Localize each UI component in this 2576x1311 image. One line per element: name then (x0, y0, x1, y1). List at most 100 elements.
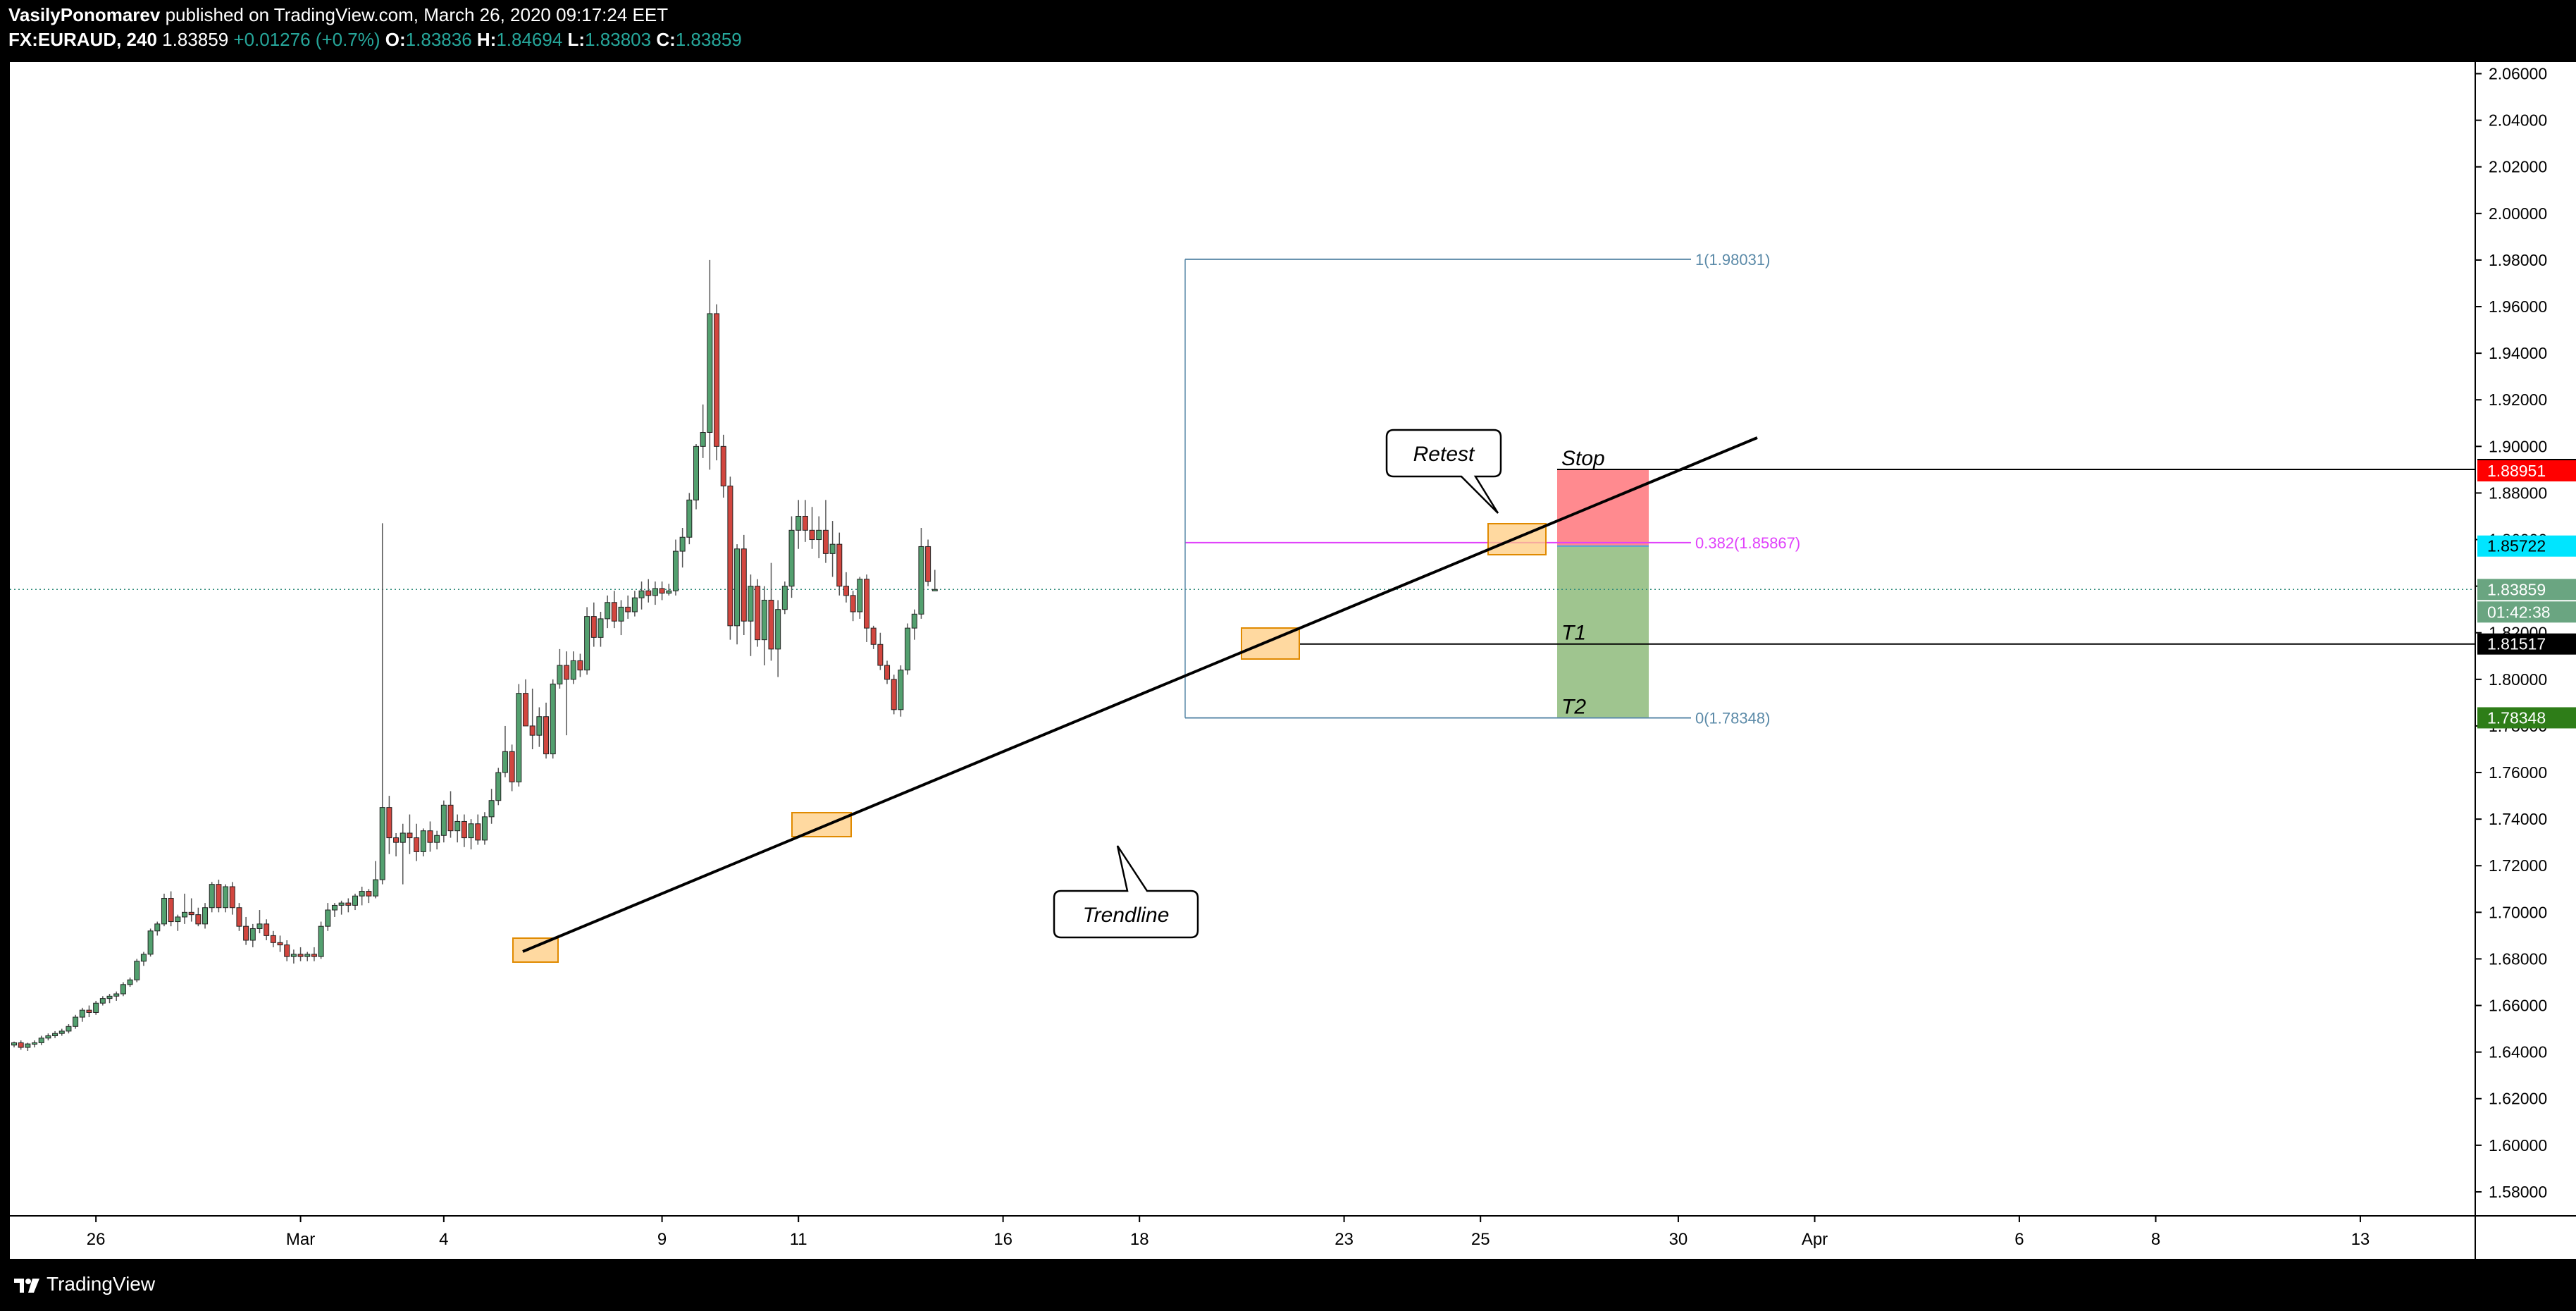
candle[interactable] (523, 679, 528, 727)
candle[interactable] (318, 921, 324, 959)
time-axis-scale[interactable]: 26Mar49111618232530Apr681315 (10, 1217, 2506, 1260)
candle[interactable] (414, 823, 420, 861)
candle[interactable] (229, 882, 235, 915)
candle[interactable] (918, 528, 924, 619)
candle[interactable] (290, 949, 297, 964)
candle[interactable] (127, 977, 133, 987)
price-axis-scale[interactable]: 2.06000 2.04000 2.02000 2.00000 1.98000 1.960… (2476, 62, 2576, 1215)
candle[interactable] (829, 521, 836, 577)
take-profit-zone[interactable] (1557, 546, 1649, 718)
candle[interactable] (182, 893, 187, 924)
candle[interactable] (884, 660, 891, 684)
candle[interactable] (93, 1000, 99, 1015)
candle[interactable] (891, 675, 897, 715)
candle[interactable] (106, 994, 113, 1004)
candle[interactable] (440, 800, 447, 843)
candle[interactable] (495, 768, 502, 806)
candle[interactable] (161, 893, 167, 927)
candle[interactable] (590, 602, 597, 647)
candle[interactable] (481, 812, 488, 845)
candle[interactable] (788, 516, 795, 598)
candle[interactable] (338, 900, 345, 915)
candle[interactable] (216, 880, 222, 913)
candle[interactable] (931, 570, 938, 591)
candle[interactable] (304, 952, 311, 961)
candle[interactable] (99, 996, 106, 1006)
candle[interactable] (809, 507, 815, 549)
candle[interactable] (400, 823, 406, 885)
price-chart[interactable]: 1(1.98031) 0.382(1.85867) 0(1.78348) Stop T… (10, 62, 2475, 1215)
candle[interactable] (420, 828, 426, 857)
candle[interactable] (209, 882, 215, 913)
candle[interactable] (631, 591, 638, 617)
candle[interactable] (836, 532, 843, 596)
symbol-label[interactable]: FX:EURAUD, 240 (8, 29, 157, 50)
candle[interactable] (454, 814, 461, 843)
candle[interactable] (898, 665, 904, 717)
candle[interactable] (870, 625, 877, 649)
candle[interactable] (727, 476, 733, 640)
candle[interactable] (529, 689, 535, 749)
candle[interactable] (905, 623, 911, 675)
candle[interactable] (236, 903, 242, 931)
candle[interactable] (625, 595, 631, 619)
candle[interactable] (925, 539, 931, 586)
candle[interactable] (488, 789, 495, 824)
candle[interactable] (461, 814, 467, 847)
candle[interactable] (427, 821, 433, 852)
candle[interactable] (714, 304, 720, 461)
candle[interactable] (311, 947, 317, 961)
candle[interactable] (570, 651, 576, 684)
candle[interactable] (652, 581, 658, 605)
trendline[interactable] (522, 436, 1758, 953)
candle[interactable] (113, 991, 120, 1001)
candle[interactable] (864, 574, 869, 642)
candle[interactable] (168, 891, 174, 927)
stop-loss-zone[interactable] (1557, 469, 1649, 546)
candle[interactable] (748, 574, 754, 656)
candle[interactable] (277, 935, 283, 952)
candle[interactable] (659, 581, 665, 601)
candle[interactable] (249, 923, 256, 947)
candle[interactable] (270, 930, 276, 947)
candle[interactable] (379, 523, 385, 885)
retest-callout[interactable] (1385, 429, 1502, 514)
candle[interactable] (256, 910, 263, 934)
candle[interactable] (352, 893, 358, 911)
candle[interactable] (175, 914, 181, 931)
candle[interactable] (284, 940, 290, 961)
candle[interactable] (366, 889, 372, 904)
candle[interactable] (120, 982, 126, 997)
candle[interactable] (243, 916, 249, 945)
candle[interactable] (775, 600, 781, 677)
candle[interactable] (516, 684, 522, 787)
candle[interactable] (502, 725, 508, 777)
candle[interactable] (755, 579, 761, 647)
candle[interactable] (331, 903, 338, 917)
candle[interactable] (645, 579, 652, 603)
candle[interactable] (536, 707, 543, 747)
candle[interactable] (611, 591, 617, 629)
candle[interactable] (843, 572, 849, 603)
retest-box-2[interactable] (791, 812, 852, 837)
price-axis[interactable]: 2.06000 2.04000 2.02000 2.00000 1.98000 1.960… (2475, 62, 2576, 1215)
plot-area[interactable]: 1(1.98031) 0.382(1.85867) 0(1.78348) Stop T… (10, 62, 2475, 1215)
candle[interactable] (188, 898, 194, 922)
candle[interactable] (605, 595, 611, 629)
candle[interactable] (434, 830, 440, 850)
candle[interactable] (58, 1028, 65, 1036)
candle[interactable] (386, 796, 392, 854)
candle[interactable] (345, 898, 352, 913)
candle[interactable] (264, 919, 270, 941)
candle[interactable] (52, 1030, 58, 1038)
candle[interactable] (761, 586, 767, 666)
candle[interactable] (741, 534, 747, 636)
candle[interactable] (140, 952, 147, 966)
candle[interactable] (802, 500, 808, 542)
candle[interactable] (597, 611, 604, 647)
candle[interactable] (79, 1007, 85, 1022)
candle[interactable] (134, 959, 140, 983)
candle[interactable] (154, 921, 161, 936)
time-axis[interactable]: 26Mar49111618232530Apr681315 (10, 1215, 2506, 1260)
candle[interactable] (543, 702, 550, 759)
